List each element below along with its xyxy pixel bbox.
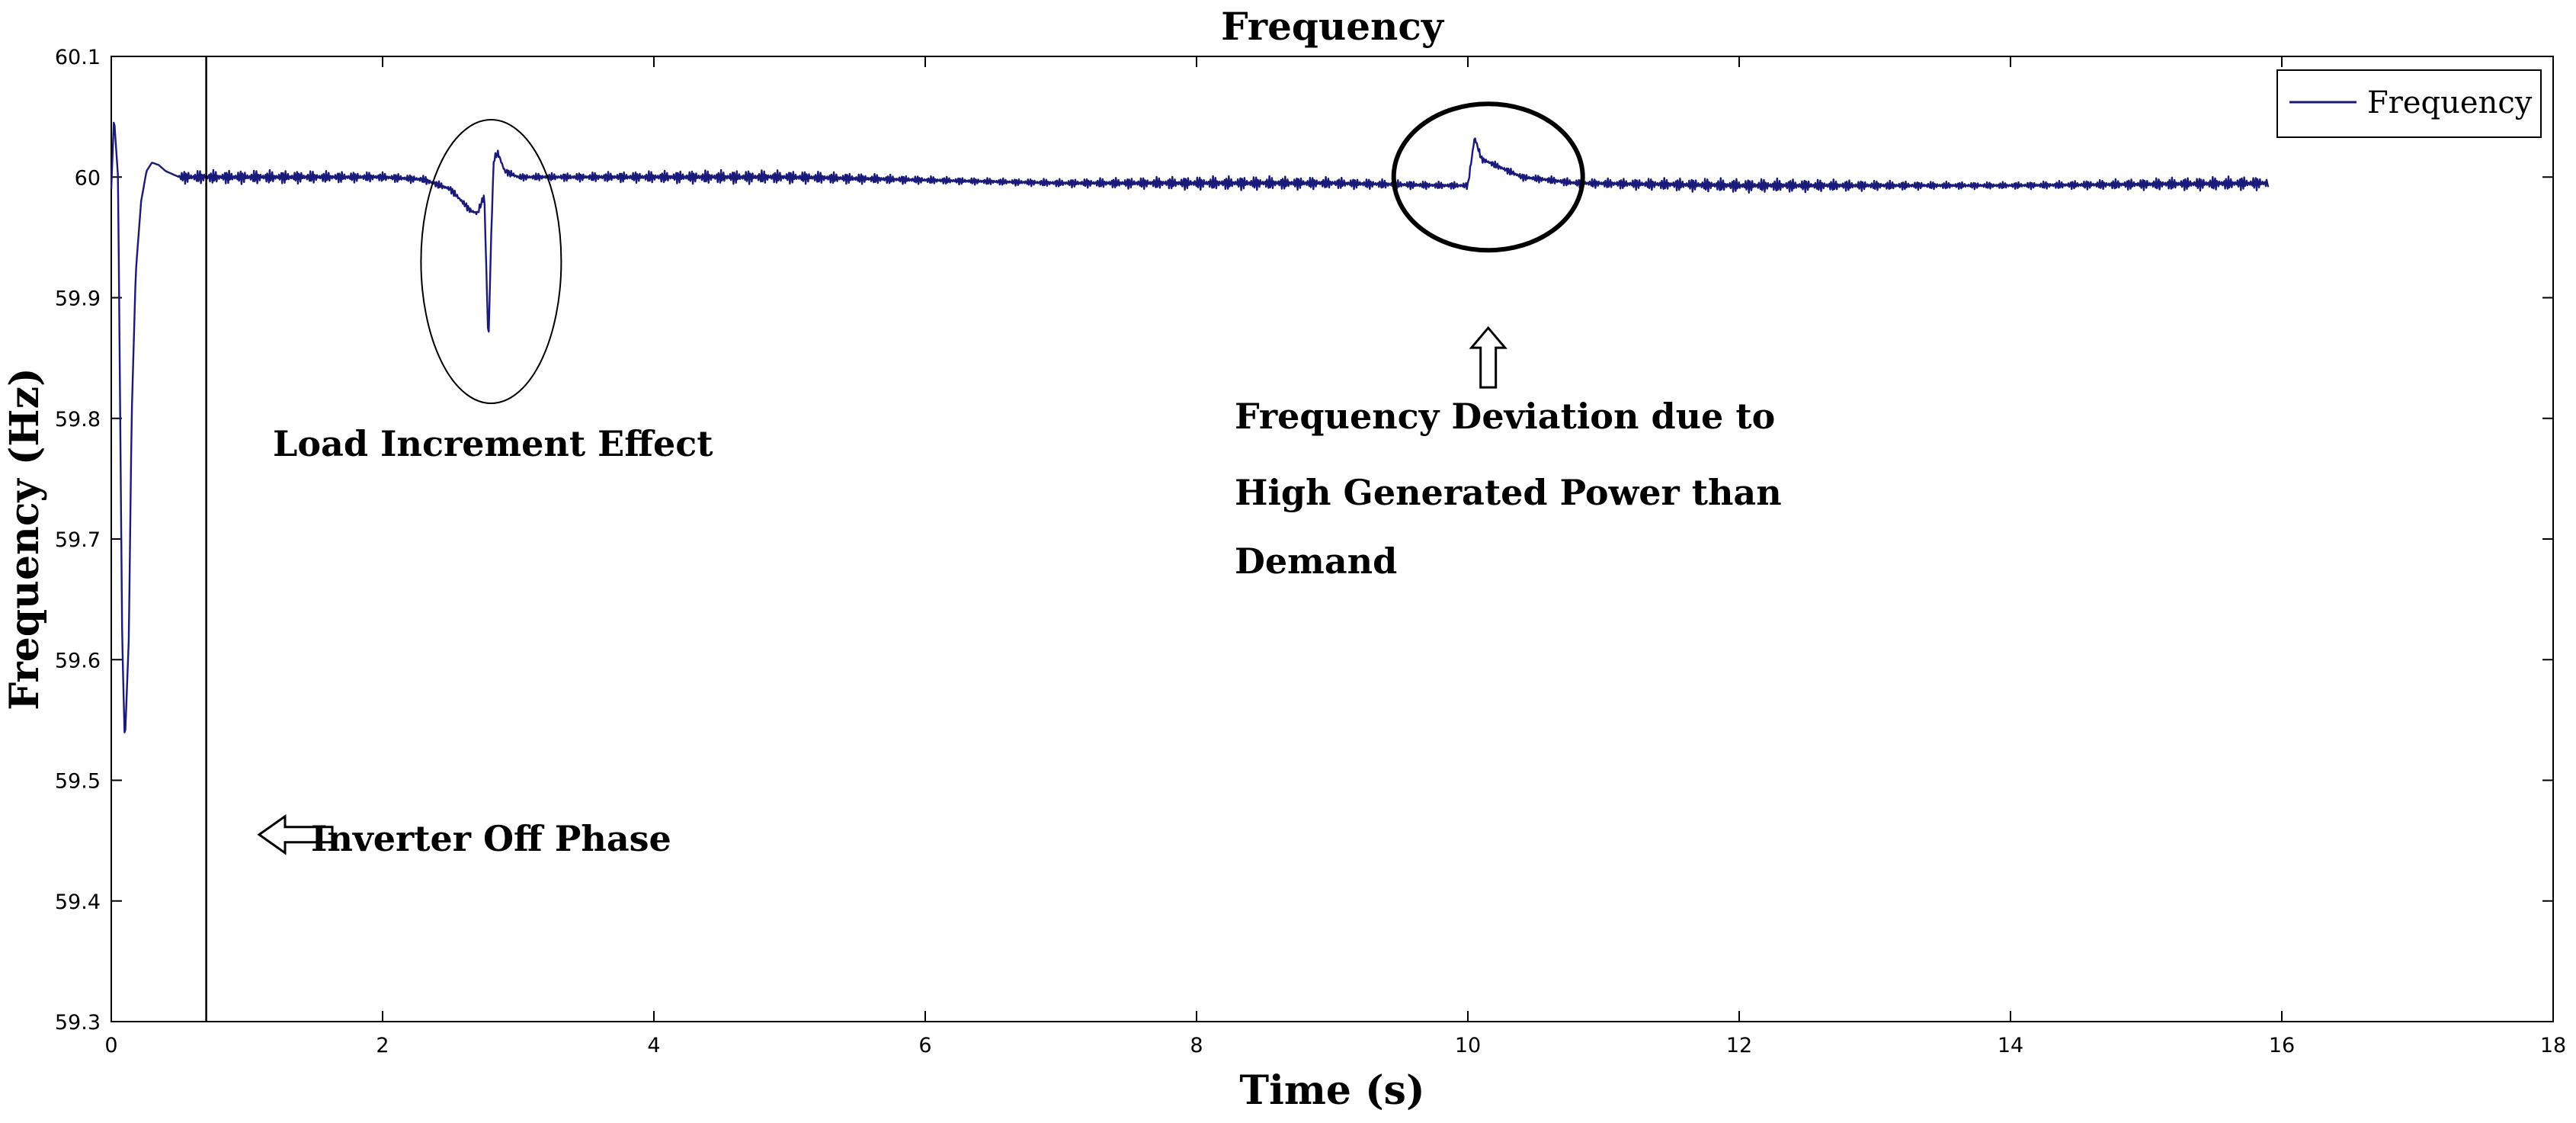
inverter-off-annotation: Inverter Off Phase: [311, 818, 671, 859]
frequency-deviation-ellipse: [1391, 101, 1585, 253]
chart-title: Frequency: [1221, 4, 1445, 49]
x-tick-label: 6: [918, 1034, 931, 1057]
up-arrow-icon: [1469, 326, 1507, 389]
x-tick-label: 14: [1998, 1034, 2023, 1057]
left-arrow-icon: [257, 813, 334, 855]
x-tick-label: 0: [104, 1034, 117, 1057]
x-tick-label: 16: [2269, 1034, 2295, 1057]
x-tick-label: 12: [1726, 1034, 1752, 1057]
frequency-deviation-annotation-line-3: Demand: [1235, 541, 1397, 582]
legend-box: [2276, 69, 2542, 138]
y-tick-label: 59.8: [55, 408, 101, 432]
x-tick-label: 4: [647, 1034, 660, 1057]
y-tick-label: 59.3: [55, 1011, 101, 1035]
y-tick-label: 59.5: [55, 770, 101, 794]
x-axis-label: Time (s): [1239, 1067, 1424, 1114]
y-tick-label: 59.4: [55, 890, 101, 914]
axis-ticks: 0 2 4 6 8 10 12 14 16 18 59.3 59.4 59.5 59.6 59.7 59.8 5…: [55, 46, 2566, 1057]
plot-frame: [111, 56, 2554, 1022]
x-tick-label: 2: [376, 1034, 389, 1057]
x-tick-label: 10: [1455, 1034, 1481, 1057]
legend-entry-frequency: Frequency: [2367, 85, 2533, 120]
axes: [111, 56, 2554, 1022]
y-axis-label: Frequency (Hz): [2, 367, 48, 710]
frequency-deviation-annotation-line-1: Frequency Deviation due to: [1235, 396, 1775, 437]
load-increment-ellipse: [420, 119, 562, 405]
load-increment-annotation: Load Increment Effect: [273, 423, 713, 464]
y-tick-label: 59.9: [55, 287, 101, 311]
x-tick-label: 8: [1190, 1034, 1203, 1057]
legend: Frequency: [2276, 69, 2542, 138]
x-tick-label: 18: [2540, 1034, 2566, 1057]
y-tick-label: 60: [75, 166, 101, 190]
y-tick-label: 59.7: [55, 528, 101, 552]
y-tick-label: 60.1: [55, 46, 101, 69]
frequency-series-line: [110, 121, 2270, 733]
y-tick-label: 59.6: [55, 649, 101, 672]
frequency-deviation-annotation-line-2: High Generated Power than: [1235, 472, 1782, 513]
